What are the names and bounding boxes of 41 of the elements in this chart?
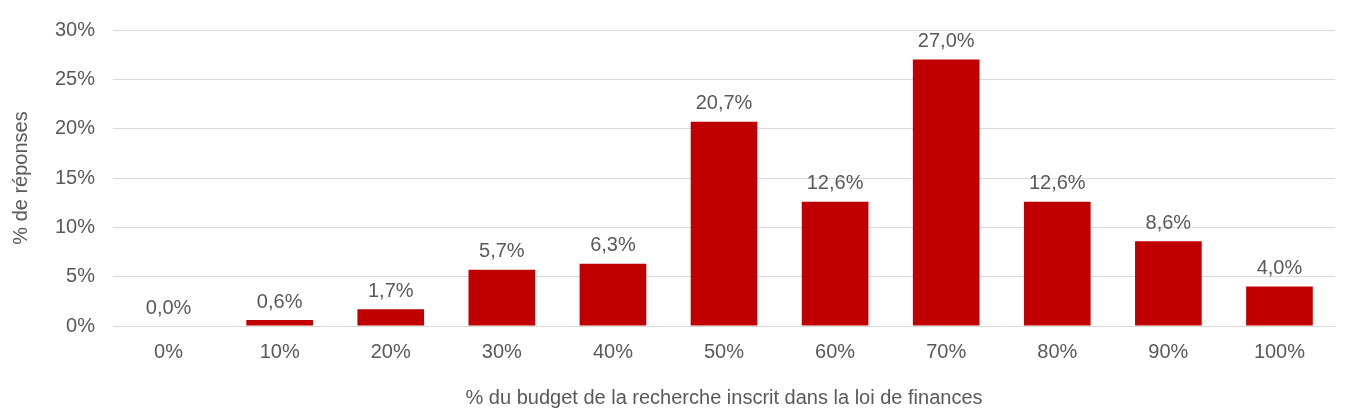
data-label: 20,7% xyxy=(695,91,753,114)
bar xyxy=(801,201,869,326)
y-tick-label: 15% xyxy=(55,165,96,188)
data-label: 12,6% xyxy=(806,171,864,194)
data-label: 1,7% xyxy=(367,278,414,301)
x-tick-label: 40% xyxy=(592,339,634,362)
data-label: 6,3% xyxy=(590,233,636,256)
data-label: 8,6% xyxy=(1145,210,1192,233)
data-label: 12,6% xyxy=(1028,171,1086,194)
x-tick-label: 0% xyxy=(154,339,184,362)
y-tick-label: 20% xyxy=(55,116,96,139)
bar xyxy=(246,320,313,326)
bar xyxy=(1135,241,1202,326)
x-tick-label: 70% xyxy=(926,339,967,362)
x-tick-label: 100% xyxy=(1253,339,1306,362)
y-tick-label: 5% xyxy=(66,264,96,287)
y-tick-label: 25% xyxy=(55,66,96,89)
x-tick-label: 80% xyxy=(1037,339,1078,362)
data-label: 4,0% xyxy=(1256,256,1303,279)
bar xyxy=(579,263,647,326)
y-tick-label: 0% xyxy=(66,313,96,336)
bar xyxy=(912,59,980,326)
y-tick-label: 30% xyxy=(55,17,96,40)
bar xyxy=(468,269,536,326)
bar xyxy=(1023,201,1091,326)
data-label: 0,6% xyxy=(256,289,303,312)
x-tick-label: 60% xyxy=(815,339,856,362)
x-tick-label: 30% xyxy=(481,339,523,362)
data-label: 27,0% xyxy=(917,29,975,52)
x-tick-label: 10% xyxy=(259,339,300,362)
y-axis-title: % de réponses xyxy=(8,111,31,245)
y-tick-label: 10% xyxy=(55,214,96,237)
bar xyxy=(690,121,758,326)
x-axis-title: % du budget de la recherche inscrit dans la loi de finances xyxy=(465,385,983,408)
bar xyxy=(1246,286,1313,326)
x-tick-label: 20% xyxy=(370,339,411,362)
bar xyxy=(357,309,425,326)
x-tick-label: 50% xyxy=(704,339,745,362)
data-label: 5,7% xyxy=(479,239,525,262)
x-tick-label: 90% xyxy=(1148,339,1189,362)
data-label: 0,0% xyxy=(145,295,192,318)
